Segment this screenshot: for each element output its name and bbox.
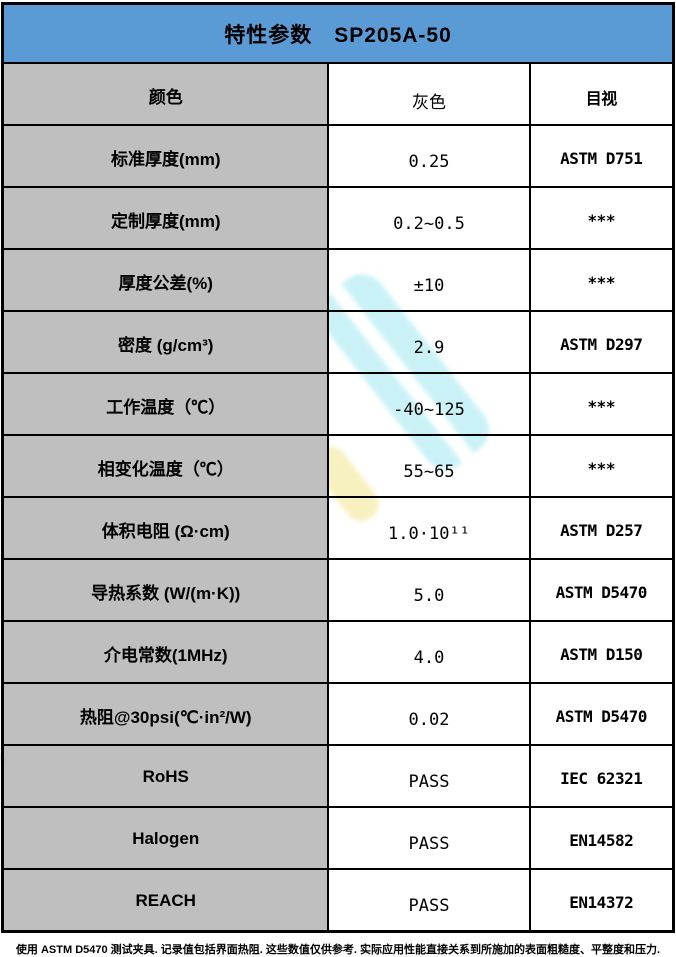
table-row: 导热系数 (W/(m·K)) 5.0 ASTM D5470 [1,558,675,622]
table-row: 密度 (g/cm³) 2.9 ASTM D297 [1,310,675,374]
table-row: 相变化温度（℃） 55~65 *** [1,434,675,498]
table-row: 标准厚度(mm) 0.25 ASTM D751 [1,124,675,188]
param-value: 55~65 [326,434,531,498]
test-method: *** [528,248,675,312]
test-method: ASTM D297 [528,310,675,374]
param-value: 灰色 [326,62,531,126]
table-row: 定制厚度(mm) 0.2~0.5 *** [1,186,675,250]
table-row: 厚度公差(%) ±10 *** [1,248,675,312]
param-label: REACH [1,868,329,933]
param-label: 相变化温度（℃） [1,434,329,498]
test-method: ASTM D5470 [528,682,675,746]
param-label: RoHS [1,744,329,808]
param-value: PASS [326,806,531,870]
table-title: 特性参数 SP205A-50 [1,2,675,64]
test-method: ASTM D751 [528,124,675,188]
test-method: EN14372 [528,868,675,933]
param-value: 1.0·10¹¹ [326,496,531,560]
param-label: 定制厚度(mm) [1,186,329,250]
table-row: 介电常数(1MHz) 4.0 ASTM D150 [1,620,675,684]
table-row: 工作温度（℃） -40~125 *** [1,372,675,436]
table-header-row: 特性参数 SP205A-50 [1,2,675,64]
param-value: 0.02 [326,682,531,746]
table-row: 体积电阻 (Ω·cm) 1.0·10¹¹ ASTM D257 [1,496,675,560]
table-row: RoHS PASS IEC 62321 [1,744,675,808]
test-method: ASTM D257 [528,496,675,560]
test-method: *** [528,372,675,436]
footnote: 使用 ASTM D5470 测试夹具. 记录值包括界面热阻. 这些数值仅供参考.… [15,944,661,956]
param-label: 颜色 [1,62,329,126]
table-row: REACH PASS EN14372 [1,868,675,933]
param-label: Halogen [1,806,329,870]
param-label: 厚度公差(%) [1,248,329,312]
param-label: 导热系数 (W/(m·K)) [1,558,329,622]
param-label: 标准厚度(mm) [1,124,329,188]
param-label: 工作温度（℃） [1,372,329,436]
param-value: -40~125 [326,372,531,436]
test-method: *** [528,186,675,250]
spec-table: 特性参数 SP205A-50 颜色 灰色 目视 标准厚度(mm) 0.25 ASTM D7… [1,2,675,933]
param-value: 5.0 [326,558,531,622]
test-method: 目视 [528,62,675,126]
test-method: ASTM D150 [528,620,675,684]
param-label: 介电常数(1MHz) [1,620,329,684]
test-method: IEC 62321 [528,744,675,808]
param-label: 体积电阻 (Ω·cm) [1,496,329,560]
param-value: 2.9 [326,310,531,374]
test-method: EN14582 [528,806,675,870]
param-value: 0.2~0.5 [326,186,531,250]
param-label: 热阻@30psi(℃·in²/W) [1,682,329,746]
test-method: ASTM D5470 [528,558,675,622]
table-row: 热阻@30psi(℃·in²/W) 0.02 ASTM D5470 [1,682,675,746]
param-value: PASS [326,868,531,933]
table-row: 颜色 灰色 目视 [1,62,675,126]
param-value: PASS [326,744,531,808]
table-row: Halogen PASS EN14582 [1,806,675,870]
param-value: 0.25 [326,124,531,188]
param-value: 4.0 [326,620,531,684]
param-value: ±10 [326,248,531,312]
param-label: 密度 (g/cm³) [1,310,329,374]
test-method: *** [528,434,675,498]
